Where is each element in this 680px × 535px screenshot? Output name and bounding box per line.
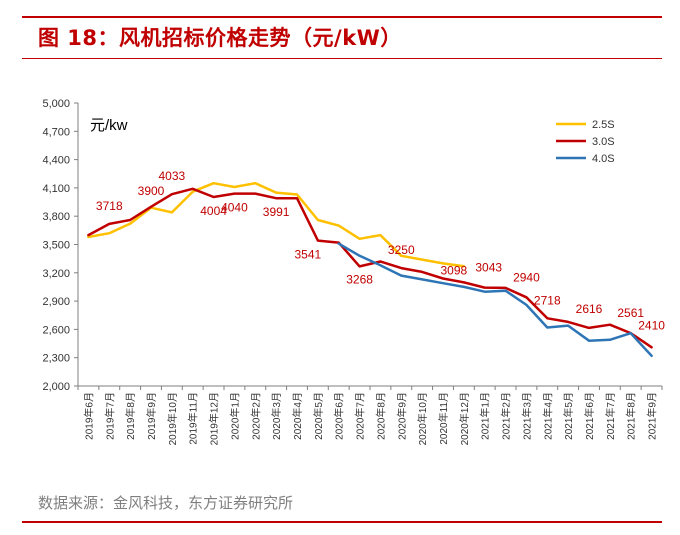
- price-trend-chart: 5,000 4,700 4,400 4,100 3,800 3,500 3,200 2,900…: [42, 98, 665, 445]
- data-label: 2940: [513, 270, 540, 284]
- y-tick-label: 4,100: [42, 183, 70, 195]
- x-tick-label: 2021年5月: [562, 392, 575, 440]
- data-label: 2410: [638, 318, 665, 332]
- data-label: 4033: [159, 169, 186, 183]
- x-tick-label: 2020年5月: [312, 392, 325, 440]
- data-label: 3900: [138, 184, 165, 198]
- data-label: 3043: [475, 261, 502, 275]
- x-tick-label: 2019年8月: [124, 392, 137, 440]
- data-label: 3991: [263, 205, 290, 219]
- x-tick-label: 2020年4月: [291, 392, 304, 440]
- x-tick-label: 2020年7月: [354, 392, 367, 440]
- chart-axes: 5,000 4,700 4,400 4,100 3,800 3,500 3,200 2,900…: [42, 98, 663, 445]
- legend-label: 2.5S: [592, 119, 615, 131]
- data-label: 2561: [617, 306, 644, 320]
- y-tick-label: 3,500: [42, 240, 70, 252]
- data-label: 4004: [200, 204, 227, 218]
- x-tick-label: 2021年3月: [520, 392, 533, 440]
- figure-title: 图 18：风机招标价格走势（元/kW）: [38, 26, 402, 50]
- x-tick-label: 2020年3月: [270, 392, 283, 440]
- x-tick-label: 2021年7月: [604, 392, 617, 440]
- data-label: 3098: [441, 263, 468, 277]
- chart-lines: [87, 181, 653, 358]
- x-tick-label: 2021年9月: [646, 392, 659, 440]
- title-rule: [22, 58, 662, 59]
- y-tick-label: 4,700: [42, 126, 70, 138]
- data-label: 4040: [221, 201, 248, 215]
- data-label: 2616: [576, 302, 603, 316]
- y-tick-label: 2,300: [42, 353, 70, 365]
- y-tick-label: 4,400: [42, 155, 70, 167]
- top-rule: [22, 16, 662, 18]
- x-tick-label: 2021年6月: [583, 392, 596, 440]
- x-tick-label: 2021年8月: [625, 392, 638, 440]
- x-tick-label: 2020年2月: [249, 392, 262, 440]
- y-tick-label: 3,800: [42, 211, 70, 223]
- data-label: 3250: [388, 243, 415, 257]
- x-tick-label: 2021年4月: [541, 392, 554, 440]
- bottom-rule: [22, 521, 662, 523]
- y-tick-label: 5,000: [42, 98, 70, 110]
- source-note: 数据来源：金风科技，东方证券研究所: [38, 494, 294, 512]
- x-tick-label: 2020年10月: [416, 392, 429, 445]
- x-tick-label: 2020年12月: [458, 392, 471, 445]
- data-label: 2718: [534, 293, 561, 307]
- x-tick-label: 2021年2月: [500, 392, 513, 440]
- data-label: 3268: [346, 272, 373, 286]
- x-tick-label: 2020年1月: [228, 392, 241, 440]
- x-tick-label: 2019年6月: [82, 392, 95, 440]
- series-line-3-0S: [87, 187, 653, 349]
- x-tick-label: 2019年9月: [145, 392, 158, 440]
- x-tick-label: 2020年9月: [395, 392, 408, 440]
- x-tick-label: 2019年12月: [208, 392, 221, 445]
- x-tick-label: 2021年1月: [479, 392, 492, 440]
- x-tick-label: 2020年8月: [374, 392, 387, 440]
- x-tick-label: 2019年7月: [103, 392, 116, 440]
- x-tick-label: 2019年10月: [166, 392, 179, 445]
- legend-label: 4.0S: [592, 153, 615, 165]
- y-tick-label: 2,000: [42, 381, 70, 393]
- x-tick-label: 2019年11月: [187, 392, 200, 445]
- data-label: 3541: [295, 248, 322, 262]
- series-line-4-0S: [337, 242, 653, 358]
- data-label: 3718: [96, 199, 123, 213]
- legend-label: 3.0S: [592, 136, 615, 148]
- chart-legend: 2.5S 3.0S 4.0S: [556, 119, 615, 165]
- y-tick-label: 3,200: [42, 268, 70, 280]
- y-tick-label: 2,600: [42, 324, 70, 336]
- x-tick-label: 2020年11月: [437, 392, 450, 445]
- y-tick-label: 2,900: [42, 296, 70, 308]
- unit-label: 元/kw: [90, 117, 128, 134]
- x-tick-label: 2020年6月: [333, 392, 346, 440]
